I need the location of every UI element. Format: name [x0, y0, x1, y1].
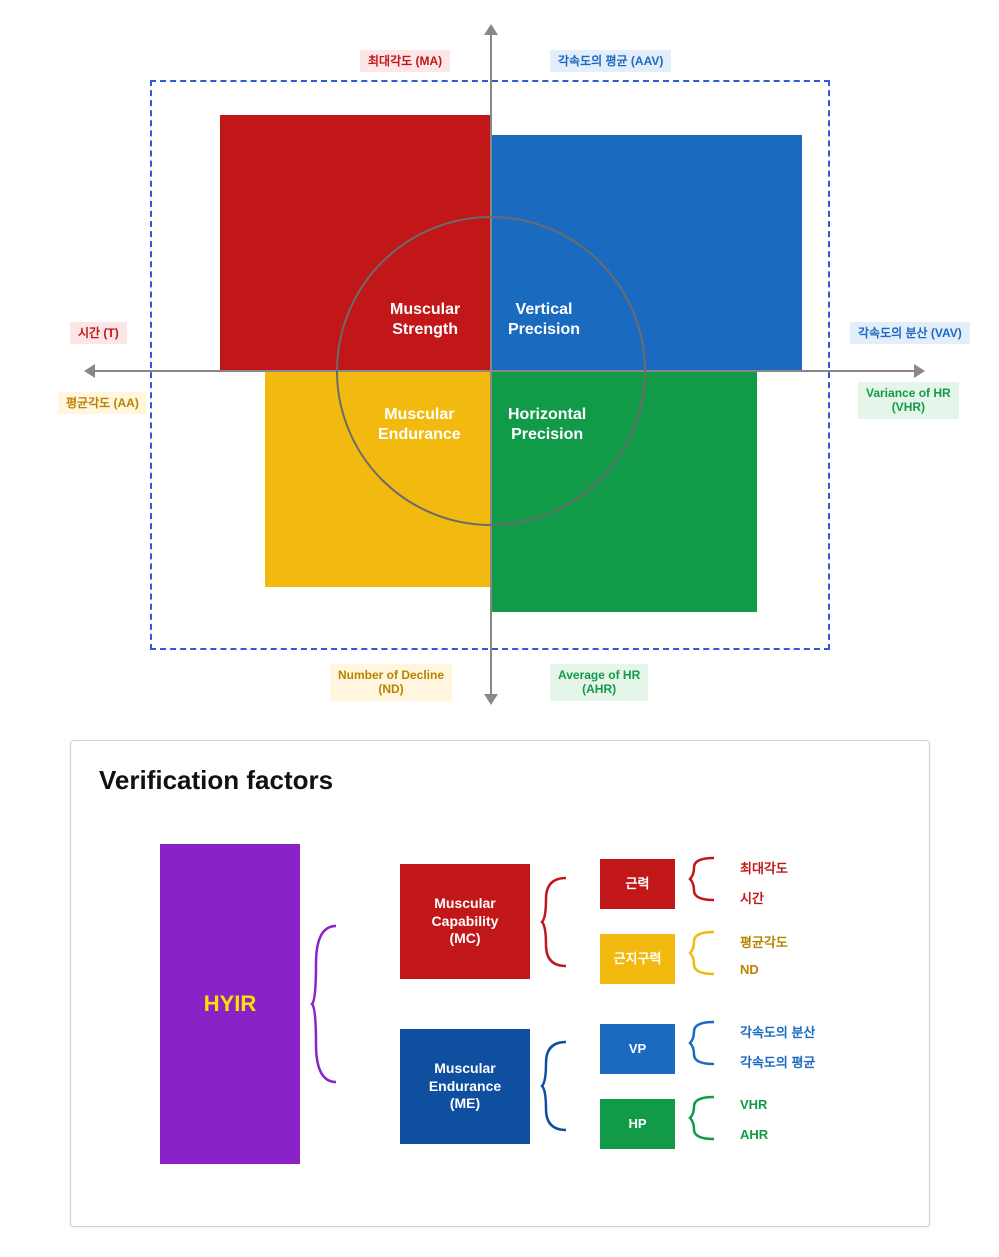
label-muscular-strength: Muscular Strength: [390, 300, 460, 340]
hierarchy-stage: HYIR Muscular Capability (MC) Muscular En…: [100, 814, 900, 1194]
card-title: Verification factors: [99, 765, 901, 796]
node-s4: HP: [600, 1099, 675, 1149]
arrow-left-icon: [84, 364, 95, 378]
leaf-2: 평균각도: [740, 932, 788, 951]
tag-aa: 평균각도 (AA): [58, 392, 147, 414]
leaf-0: 최대각도: [740, 858, 788, 877]
node-s2: 근지구력: [600, 934, 675, 984]
arrow-up-icon: [484, 24, 498, 35]
node-s3: VP: [600, 1024, 675, 1074]
tag-t: 시간 (T): [70, 322, 127, 344]
leaf-6: VHR: [740, 1097, 767, 1112]
verification-factors-card: Verification factors HYIR Muscular Capab…: [70, 740, 930, 1227]
node-mc: Muscular Capability (MC): [400, 864, 530, 979]
node-me: Muscular Endurance (ME): [400, 1029, 530, 1144]
label-horizontal-precision: Horizontal Precision: [508, 405, 586, 445]
tag-aav: 각속도의 평균 (AAV): [550, 50, 671, 72]
leaf-7: AHR: [740, 1127, 768, 1142]
node-hyir: HYIR: [160, 844, 300, 1164]
center-circle: [336, 216, 646, 526]
tag-nd: Number of Decline (ND): [330, 664, 452, 701]
label-muscular-endurance: Muscular Endurance: [378, 405, 461, 445]
leaf-5: 각속도의 평균: [740, 1052, 815, 1071]
leaf-1: 시간: [740, 888, 764, 907]
tag-vhr: Variance of HR (VHR): [858, 382, 959, 419]
arrow-down-icon: [484, 694, 498, 705]
tag-ahr: Average of HR (AHR): [550, 664, 648, 701]
label-vertical-precision: Vertical Precision: [508, 300, 580, 340]
leaf-3: ND: [740, 962, 759, 977]
quadrant-diagram: Muscular Strength Vertical Precision Mus…: [20, 20, 980, 720]
leaf-4: 각속도의 분산: [740, 1022, 815, 1041]
node-s1: 근력: [600, 859, 675, 909]
arrow-right-icon: [914, 364, 925, 378]
tag-vav: 각속도의 분산 (VAV): [850, 322, 970, 344]
tag-ma: 최대각도 (MA): [360, 50, 450, 72]
